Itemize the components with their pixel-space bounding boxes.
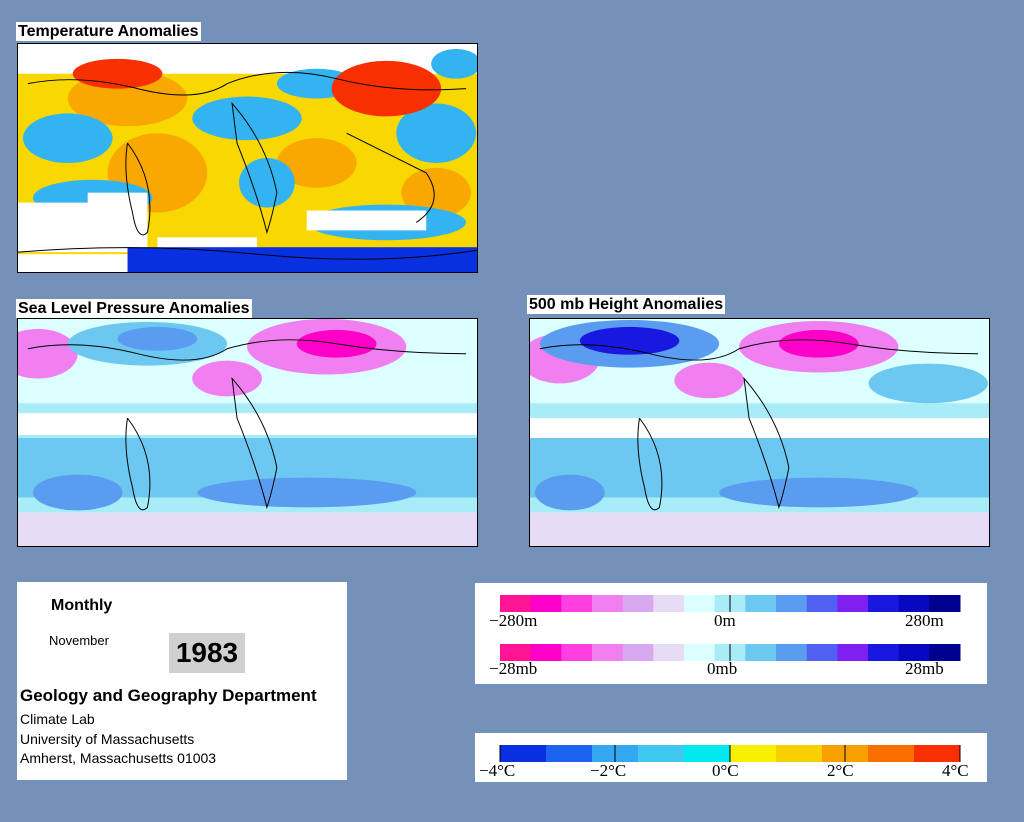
pressure-scale-swatch — [745, 644, 777, 661]
height-scale-swatch — [684, 595, 716, 612]
year-label: 1983 — [169, 633, 245, 673]
height-500mb-anomaly-map — [529, 318, 990, 547]
height-scale-swatch — [929, 595, 961, 612]
pressure-max-label: 28mb — [905, 659, 944, 678]
pressure-scale-swatch — [653, 644, 685, 661]
height-scale-swatch — [868, 595, 900, 612]
anomaly-colorbar-legend: −280m 0m 280m −28mb 0mb 28mb — [475, 583, 987, 684]
height-scale-swatch — [561, 595, 593, 612]
pressure-scale-swatch — [561, 644, 593, 661]
height-scale-swatch — [653, 595, 685, 612]
university-label: University of Massachusetts — [20, 731, 195, 747]
pressure-scale-swatch — [622, 644, 654, 661]
pressure-scale-swatch — [684, 644, 716, 661]
height-scale-swatch — [776, 595, 808, 612]
department-label: Geology and Geography Department — [20, 686, 317, 705]
height-scale-swatch — [592, 595, 624, 612]
temperature-colorbar — [499, 745, 961, 762]
temp-scale-swatch — [546, 745, 593, 762]
slp-anomalies-title: Sea Level Pressure Anomalies — [16, 299, 252, 318]
height-scale-swatch — [530, 595, 562, 612]
temp-scale-swatch — [914, 745, 961, 762]
temp-tick-0: 0°C — [712, 761, 739, 780]
height-scale-swatch — [806, 595, 838, 612]
pressure-scale-swatch — [776, 644, 808, 661]
sea-level-pressure-anomaly-map — [17, 318, 478, 547]
month-label: November — [49, 633, 109, 648]
height-scale-swatch — [745, 595, 777, 612]
height500-anomalies-title: 500 mb Height Anomalies — [527, 295, 726, 314]
period-label: Monthly — [51, 597, 113, 614]
temp-tick-4: 4°C — [942, 761, 969, 780]
temp-scale-swatch — [730, 745, 777, 762]
height-max-label: 280m — [905, 611, 944, 630]
temp-tick-neg4: −4°C — [479, 761, 516, 780]
pressure-scale-swatch — [837, 644, 869, 661]
pressure-scale-swatch — [898, 644, 930, 661]
temp-scale-swatch — [868, 745, 915, 762]
temp-tick-2: 2°C — [827, 761, 854, 780]
height-min-label: −280m — [489, 611, 538, 630]
pressure-scale-swatch — [592, 644, 624, 661]
pressure-scale-swatch — [530, 644, 562, 661]
temp-scale-swatch — [776, 745, 823, 762]
pressure-scale-swatch — [500, 644, 532, 661]
temp-scale-swatch — [684, 745, 731, 762]
temperature-anomalies-title: Temperature Anomalies — [16, 22, 201, 41]
pressure-scale-swatch — [929, 644, 961, 661]
height-mid-label: 0m — [714, 611, 736, 630]
address-label: Amherst, Massachusetts 01003 — [20, 750, 217, 766]
height-scale-swatch — [622, 595, 654, 612]
lab-label: Climate Lab — [20, 711, 95, 727]
height-scale-swatch — [837, 595, 869, 612]
temp-scale-swatch — [638, 745, 685, 762]
info-box: Monthly November 1983 Geology and Geogra… — [17, 582, 347, 780]
temp-scale-swatch — [500, 745, 547, 762]
anomaly-colorbars — [500, 595, 961, 661]
pressure-scale-swatch — [868, 644, 900, 661]
temperature-anomaly-map — [17, 43, 478, 273]
height-scale-swatch — [898, 595, 930, 612]
temp-tick-neg2: −2°C — [590, 761, 627, 780]
pressure-min-label: −28mb — [489, 659, 538, 678]
pressure-scale-swatch — [806, 644, 838, 661]
pressure-mid-label: 0mb — [707, 659, 738, 678]
temperature-colorbar-legend: −4°C −2°C 0°C 2°C 4°C — [475, 733, 987, 782]
height-scale-swatch — [500, 595, 532, 612]
